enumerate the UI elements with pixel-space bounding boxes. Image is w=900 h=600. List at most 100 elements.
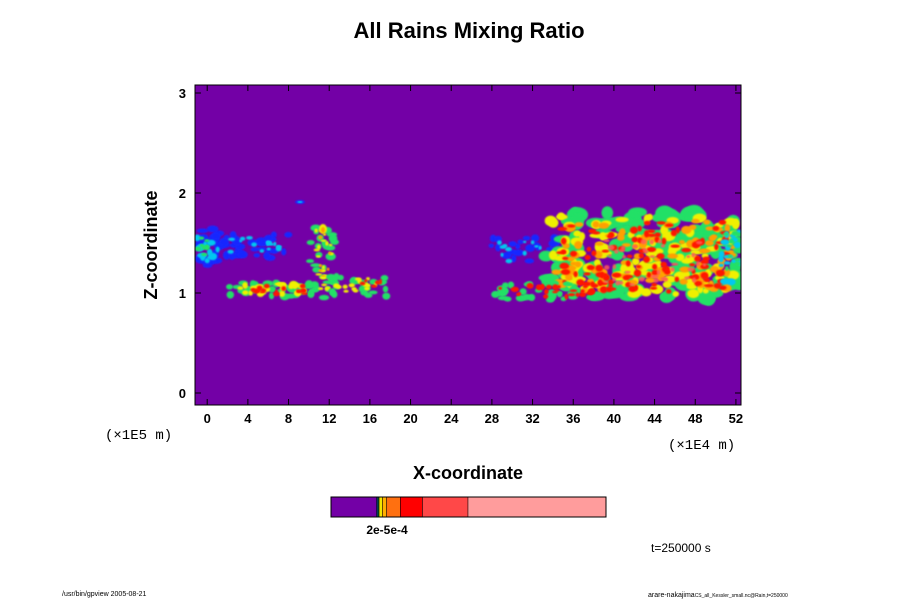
rain-cell xyxy=(603,239,610,243)
rain-cell xyxy=(562,281,571,287)
footer-left: /usr/bin/gpview 2005-08-21 xyxy=(62,591,147,598)
rain-cell xyxy=(654,232,661,237)
rain-cell xyxy=(679,266,691,273)
rain-cell xyxy=(736,249,741,254)
rain-cell xyxy=(226,290,235,299)
rain-cell xyxy=(318,294,330,301)
rain-cell xyxy=(321,283,328,287)
rain-cell xyxy=(588,228,597,234)
rain-cell xyxy=(582,284,588,289)
rain-cell xyxy=(705,240,714,246)
rain-cell xyxy=(325,241,329,246)
rain-cell xyxy=(615,280,620,286)
rain-cell xyxy=(545,284,552,290)
rain-cell xyxy=(538,245,542,250)
rain-cell xyxy=(598,222,610,229)
rain-cell xyxy=(497,240,502,245)
rain-field xyxy=(195,200,741,306)
rain-cell xyxy=(612,264,617,270)
rain-cell xyxy=(651,269,659,276)
rain-cell xyxy=(265,240,272,245)
rain-cell xyxy=(567,224,576,228)
rain-cell xyxy=(510,286,519,293)
rain-cell xyxy=(692,277,697,283)
rain-cell xyxy=(286,293,296,299)
rain-cell xyxy=(661,237,667,245)
rain-cell xyxy=(718,255,724,263)
x-tick-label: 0 xyxy=(204,411,211,426)
rain-cell xyxy=(625,260,631,267)
rain-cell xyxy=(583,272,591,276)
rain-cell xyxy=(731,230,739,236)
rain-cell xyxy=(720,239,730,245)
rain-cell xyxy=(715,269,725,277)
rain-cell xyxy=(562,256,569,261)
rain-cell xyxy=(664,223,674,228)
rain-cell xyxy=(318,269,323,272)
y-axis-ticks: 0 1 2 3 xyxy=(179,86,741,401)
rain-cell xyxy=(354,277,362,281)
rain-cell xyxy=(348,283,355,288)
rain-cell xyxy=(637,225,642,232)
rain-cell xyxy=(702,263,707,267)
rain-cell xyxy=(488,243,494,248)
rain-cell xyxy=(555,289,560,292)
rain-cell xyxy=(505,258,513,264)
rain-cell xyxy=(643,255,651,263)
rain-cell xyxy=(599,232,607,241)
rain-cell xyxy=(649,286,658,290)
x-tick-label: 36 xyxy=(566,411,580,426)
rain-cell xyxy=(620,246,626,250)
rain-cell xyxy=(364,286,370,291)
rain-cell xyxy=(718,219,727,225)
x-unit-label: (×1E4 m) xyxy=(668,438,735,454)
rain-cell xyxy=(491,290,500,298)
rain-cell xyxy=(297,201,303,203)
rain-cell xyxy=(569,289,578,293)
rain-cell xyxy=(320,239,327,242)
rain-cell xyxy=(195,234,201,242)
rain-cell xyxy=(303,283,315,289)
rain-cell xyxy=(306,259,315,264)
rain-cell xyxy=(687,289,700,299)
rain-cell xyxy=(202,263,213,268)
rain-cell xyxy=(612,277,617,282)
rain-cell xyxy=(573,271,578,278)
rain-cell xyxy=(560,249,567,255)
rain-cell xyxy=(545,297,555,303)
rain-cell xyxy=(646,271,652,278)
rain-cell xyxy=(284,231,293,238)
x-tick-label: 16 xyxy=(363,411,377,426)
colorbar-segment xyxy=(400,497,423,517)
rain-cell xyxy=(733,241,741,249)
rain-cell xyxy=(232,239,242,246)
rain-cell xyxy=(686,255,691,258)
rain-cell xyxy=(588,288,596,295)
rain-cell xyxy=(625,282,632,288)
rain-cell xyxy=(343,289,349,293)
rain-cell xyxy=(608,254,612,257)
rain-cell xyxy=(560,237,567,245)
rain-cell xyxy=(269,243,275,246)
rain-cell xyxy=(607,244,615,251)
y-unit-label: (×1E5 m) xyxy=(105,428,172,444)
rain-cell xyxy=(310,224,322,232)
rain-cell xyxy=(679,240,685,245)
rain-cell xyxy=(607,279,614,285)
rain-cell xyxy=(507,281,515,289)
rain-cell xyxy=(215,246,220,253)
rain-cell xyxy=(696,261,700,267)
rain-cell xyxy=(574,241,583,250)
rain-cell xyxy=(292,285,298,290)
rain-cell xyxy=(727,270,740,280)
rain-cell xyxy=(567,293,576,297)
rain-cell xyxy=(638,276,645,282)
rain-cell xyxy=(318,235,323,240)
rain-cell xyxy=(636,264,642,269)
rain-cell xyxy=(645,250,658,258)
rain-cell xyxy=(508,241,517,247)
rain-cell xyxy=(687,267,695,272)
rain-cell xyxy=(534,245,539,248)
y-axis-label: Z-coordinate xyxy=(141,190,161,299)
colorbar-segment xyxy=(467,497,607,517)
